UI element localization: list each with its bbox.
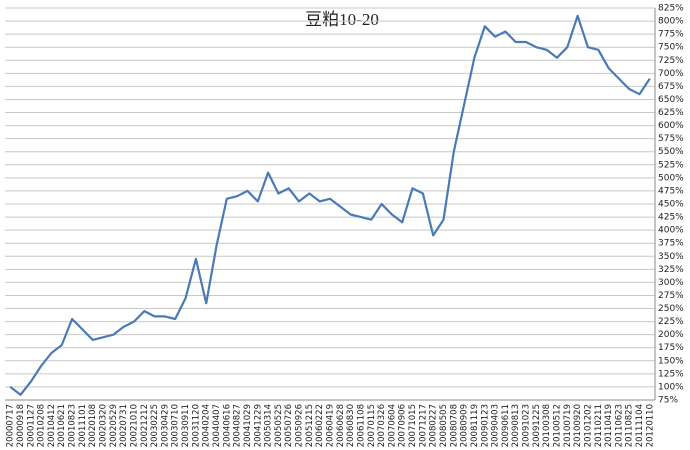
- x-tick-label: 20021212: [140, 404, 150, 447]
- x-tick-label: 20110419: [604, 404, 614, 447]
- y-tick-label: 100%: [658, 382, 684, 392]
- x-tick-label: 20110211: [594, 404, 604, 447]
- x-tick-label: 20091225: [532, 404, 542, 447]
- y-tick-label: 675%: [658, 82, 684, 92]
- y-tick-label: 300%: [658, 278, 684, 288]
- y-tick-label: 700%: [658, 69, 684, 79]
- x-tick-label: 20010823: [68, 404, 78, 447]
- y-tick-label: 475%: [658, 186, 684, 196]
- x-tick-label: 20020320: [99, 404, 109, 447]
- y-tick-label: 225%: [658, 317, 684, 327]
- y-tick-label: 175%: [658, 343, 684, 353]
- x-tick-label: 20030225: [150, 404, 160, 447]
- y-tick-label: 525%: [658, 160, 684, 170]
- y-tick-label: 325%: [658, 265, 684, 275]
- x-tick-label: 20060222: [315, 404, 325, 447]
- y-tick-label: 625%: [658, 108, 684, 118]
- x-tick-label: 20080227: [429, 404, 439, 447]
- x-tick-label: 20041229: [253, 404, 263, 447]
- x-tick-label: 20040407: [212, 404, 222, 447]
- x-tick-label: 20061108: [356, 404, 366, 447]
- y-tick-label: 275%: [658, 291, 684, 301]
- x-tick-label: 20010412: [47, 404, 57, 447]
- y-tick-label: 450%: [658, 200, 684, 210]
- x-tick-label: 20040204: [202, 404, 212, 447]
- x-tick-label: 20050726: [284, 404, 294, 447]
- x-tick-label: 20060628: [336, 404, 346, 447]
- x-tick-label: 20110623: [614, 404, 624, 447]
- y-tick-label: 725%: [658, 56, 684, 66]
- x-tick-label: 20051215: [305, 404, 315, 447]
- y-tick-label: 150%: [658, 356, 684, 366]
- y-tick-label: 350%: [658, 252, 684, 262]
- x-tick-label: 20100512: [552, 404, 562, 447]
- y-tick-label: 375%: [658, 239, 684, 249]
- x-tick-label: 20001127: [26, 404, 36, 447]
- y-tick-label: 650%: [658, 95, 684, 105]
- chart-title: 豆粕10-20: [305, 10, 379, 29]
- x-tick-label: 20011101: [78, 404, 88, 447]
- y-tick-label: 575%: [658, 134, 684, 144]
- x-tick-label: 20120110: [645, 404, 655, 447]
- x-tick-label: 20050314: [264, 404, 274, 447]
- x-tick-label: 20070906: [398, 404, 408, 447]
- x-tick-label: 20030710: [171, 404, 181, 447]
- y-tick-label: 750%: [658, 43, 684, 53]
- x-tick-label: 20060419: [326, 404, 336, 447]
- y-tick-label: 400%: [658, 226, 684, 236]
- y-tick-label: 825%: [658, 4, 684, 14]
- x-tick-label: 20031120: [191, 404, 201, 447]
- x-tick-label: 20040827: [233, 404, 243, 447]
- x-tick-label: 20000918: [16, 404, 26, 447]
- y-tick-label: 200%: [658, 330, 684, 340]
- y-tick-label: 250%: [658, 304, 684, 314]
- x-tick-label: 20090403: [491, 404, 501, 447]
- x-tick-label: 20020529: [109, 404, 119, 447]
- x-tick-label: 20091023: [522, 404, 532, 447]
- x-tick-label: 20110825: [625, 404, 635, 447]
- x-tick-label: 20070115: [367, 404, 377, 447]
- x-tick-label: 20050525: [274, 404, 284, 447]
- x-tick-label: 20090611: [501, 404, 511, 447]
- x-tick-label: 20030429: [160, 404, 170, 447]
- y-tick-label: 800%: [658, 17, 684, 27]
- x-tick-label: 20071217: [418, 404, 428, 447]
- x-tick-label: 20100719: [563, 404, 573, 447]
- y-tick-label: 775%: [658, 30, 684, 40]
- x-tick-label: 20111104: [635, 404, 645, 447]
- y-tick-label: 500%: [658, 173, 684, 183]
- x-tick-label: 20101202: [583, 404, 593, 447]
- series-line: [9, 14, 651, 396]
- x-tick-label: 20020108: [88, 404, 98, 447]
- y-tick-label: 125%: [658, 369, 684, 379]
- x-tick-label: 20010621: [57, 404, 67, 447]
- x-tick-label: 20000717: [6, 404, 16, 447]
- x-tick-label: 20070604: [387, 404, 397, 447]
- x-tick-label: 20080909: [460, 404, 470, 447]
- x-tick-label: 20080708: [449, 404, 459, 447]
- x-tick-label: 20041029: [243, 404, 253, 447]
- x-tick-label: 20071015: [408, 404, 418, 447]
- x-tick-label: 20100308: [542, 404, 552, 447]
- x-tick-label: 20040616: [222, 404, 232, 447]
- y-tick-label: 425%: [658, 213, 684, 223]
- x-tick-label: 20090813: [511, 404, 521, 447]
- x-tick-label: 20020731: [119, 404, 129, 447]
- x-tick-label: 20021010: [129, 404, 139, 447]
- x-tick-label: 20070326: [377, 404, 387, 447]
- y-tick-label: 600%: [658, 121, 684, 131]
- x-tick-label: 20050926: [295, 404, 305, 447]
- x-tick-label: 20081119: [470, 404, 480, 447]
- x-tick-label: 20060830: [346, 404, 356, 447]
- y-tick-label: 75%: [658, 396, 678, 406]
- y-tick-label: 550%: [658, 147, 684, 157]
- x-tick-label: 20090123: [480, 404, 490, 447]
- x-tick-label: 20030911: [181, 404, 191, 447]
- x-tick-label: 20100920: [573, 404, 583, 447]
- x-tick-label: 20010208: [37, 404, 47, 447]
- x-tick-label: 20080505: [439, 404, 449, 447]
